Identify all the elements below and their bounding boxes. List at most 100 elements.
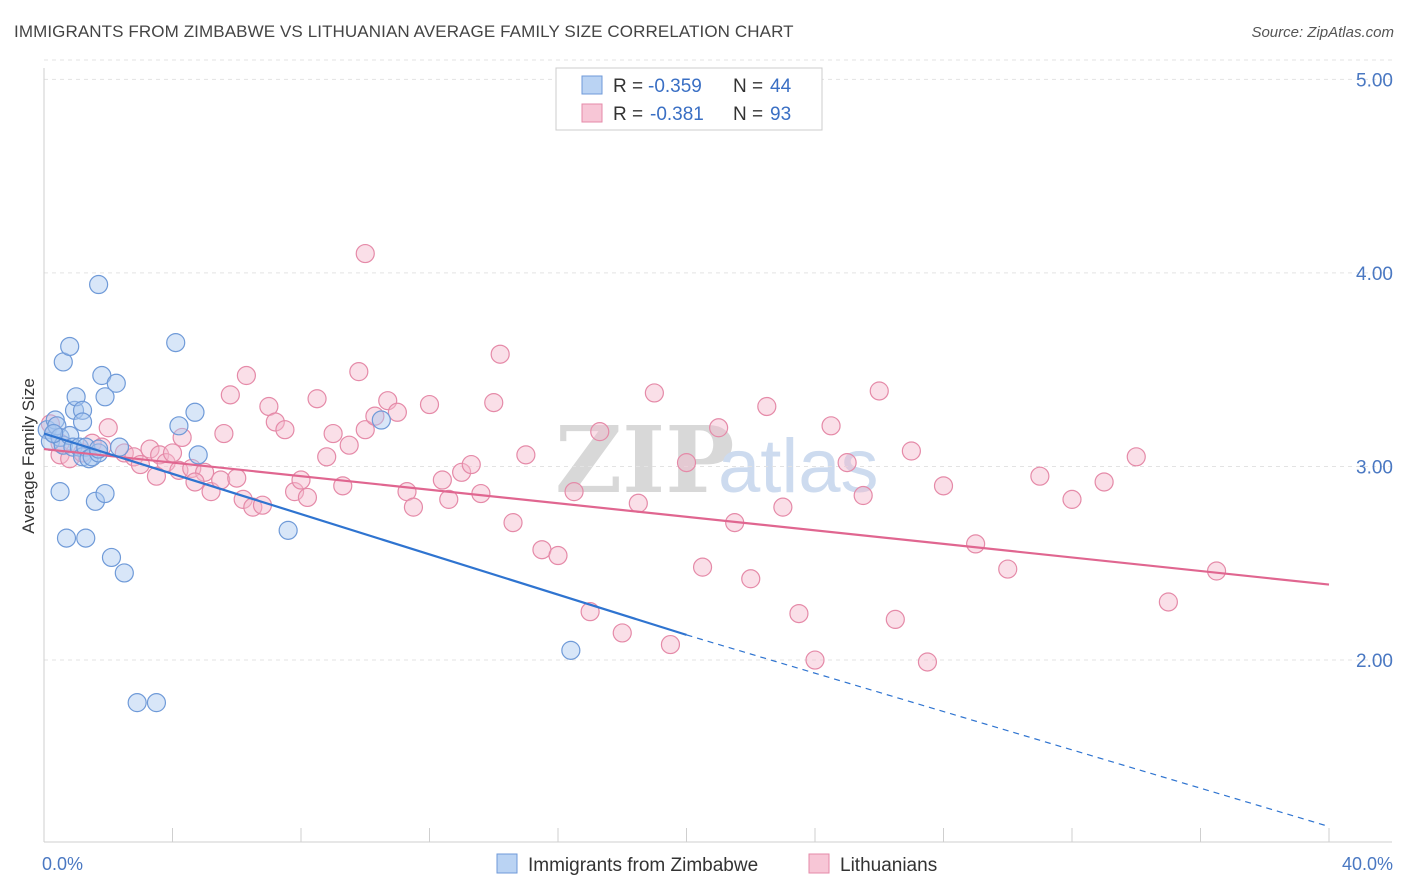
zimbabwe-point [76,528,96,548]
legend-n-label: N = [733,76,763,97]
lithuanian-point [805,650,825,670]
zimbabwe-point [56,528,77,548]
lithuanian-point [709,418,729,438]
series-legend-swatch-zimbabwe [496,853,518,874]
chart-title: IMMIGRANTS FROM ZIMBABWE VS LITHUANIAN A… [14,22,794,41]
zimbabwe-point [127,693,147,713]
lithuanian-point [265,412,285,432]
lithuanian-point [484,393,504,413]
lithuanian-point [821,416,841,436]
lithuanian-point [692,557,713,577]
lithuanian-point [1094,472,1114,492]
zimbabwe-point [50,482,70,502]
zimbabwe-trend-line [43,432,687,636]
lithuanian-point [355,420,375,440]
zimbabwe-point [188,445,208,465]
lithuanian-point [1158,592,1178,612]
lithuanian-point [162,443,183,463]
lithuanian-point [789,603,809,624]
lithuanian-point [837,453,857,473]
lithuanian-point [349,362,369,382]
lithuanian-point [853,485,873,506]
legend-swatch-lithuanians [581,103,603,123]
legend-r-label: R = [613,76,643,97]
zimbabwe-point [101,547,122,568]
lithuanian-point [387,402,407,422]
lithuanian-point [439,489,459,509]
lithuanian-point [564,482,584,502]
lithuanian-point [660,634,681,655]
lithuanian-point [452,462,472,482]
lithuanian-point [628,493,648,513]
lithuanian-point [227,468,247,488]
lithuanian-point [869,381,889,401]
zimbabwe-point [169,416,189,436]
legend-n-label: N = [733,104,763,125]
legend-r-value: -0.359 [648,76,702,97]
lithuanian-point [461,454,481,475]
lithuanian-point [98,418,118,438]
series-legend-label-lithuanians: Lithuanians [840,855,937,876]
lithuanian-point [291,470,311,490]
lithuanian-point [355,243,375,264]
lithuanian-point [757,396,777,417]
trend-lines [43,432,1330,828]
lithuanian-point [676,453,697,473]
x-tick-label: 40.0% [1342,854,1393,874]
lithuanian-point [503,513,523,533]
lithuanian-point [419,394,440,415]
zimbabwe-point [114,563,134,583]
lithuanian-point [403,497,424,517]
chart-source: Source: ZipAtlas.com [1251,24,1394,41]
axes [43,68,1392,843]
lithuanian-point [220,385,240,405]
zimbabwe-point [60,336,80,357]
tick-labels: 2.00 3.00 4.00 5.00 0.0% 40.0% [42,70,1393,874]
x-tick-label: 0.0% [42,854,83,874]
zimbabwe-point [106,373,126,393]
legend-n-value: 44 [770,76,792,97]
lithuanian-point [773,497,793,517]
zimbabwe-point [561,640,581,660]
lithuanian-point [741,569,761,589]
zimbabwe-point [72,412,93,432]
lithuanian-point [275,420,295,440]
lithuanian-point [933,476,954,496]
lithuanian-point [885,609,905,630]
lithuanian-point [432,470,452,490]
lithuanian-point [490,344,510,364]
lithuanian-point [998,559,1018,579]
zimbabwe-point [146,693,167,713]
lithuanian-point [901,441,921,461]
zimbabwe-point [89,274,109,295]
y-tick-label: 5.00 [1356,70,1393,91]
stats-legend: R = -0.359 N = 44 R = -0.381 N = 93 [555,67,823,131]
watermark-zip: ZIP [555,406,734,514]
series-legend-label-zimbabwe: Immigrants from Zimbabwe [528,855,758,876]
lithuanian-point [644,383,664,403]
lithuanian-point [317,447,337,467]
zimbabwe-point [185,402,205,422]
lithuanian-point [140,439,160,459]
lithuanian-point [532,540,552,560]
zimbabwe-trend-extension [686,634,1330,828]
data-points [37,243,1227,713]
lithuanian-point [307,389,327,409]
y-tick-label: 3.00 [1356,457,1393,478]
lithuanian-point [323,423,343,444]
series-legend-swatch-lithuanians [808,853,830,874]
lithuanian-point [548,545,568,566]
lithuanian-trend-line [43,447,1330,586]
y-tick-label: 4.00 [1356,264,1393,285]
lithuanian-point [297,487,318,508]
lithuanian-point [339,435,359,455]
zimbabwe-point [166,333,186,353]
zimbabwe-point [278,520,298,540]
lithuanian-point [590,422,610,442]
lithuanian-point [214,423,234,444]
lithuanian-point [146,466,167,486]
lithuanian-point [612,623,632,643]
lithuanian-point [1030,466,1050,486]
zimbabwe-point [95,387,115,407]
zimbabwe-point [109,437,130,457]
